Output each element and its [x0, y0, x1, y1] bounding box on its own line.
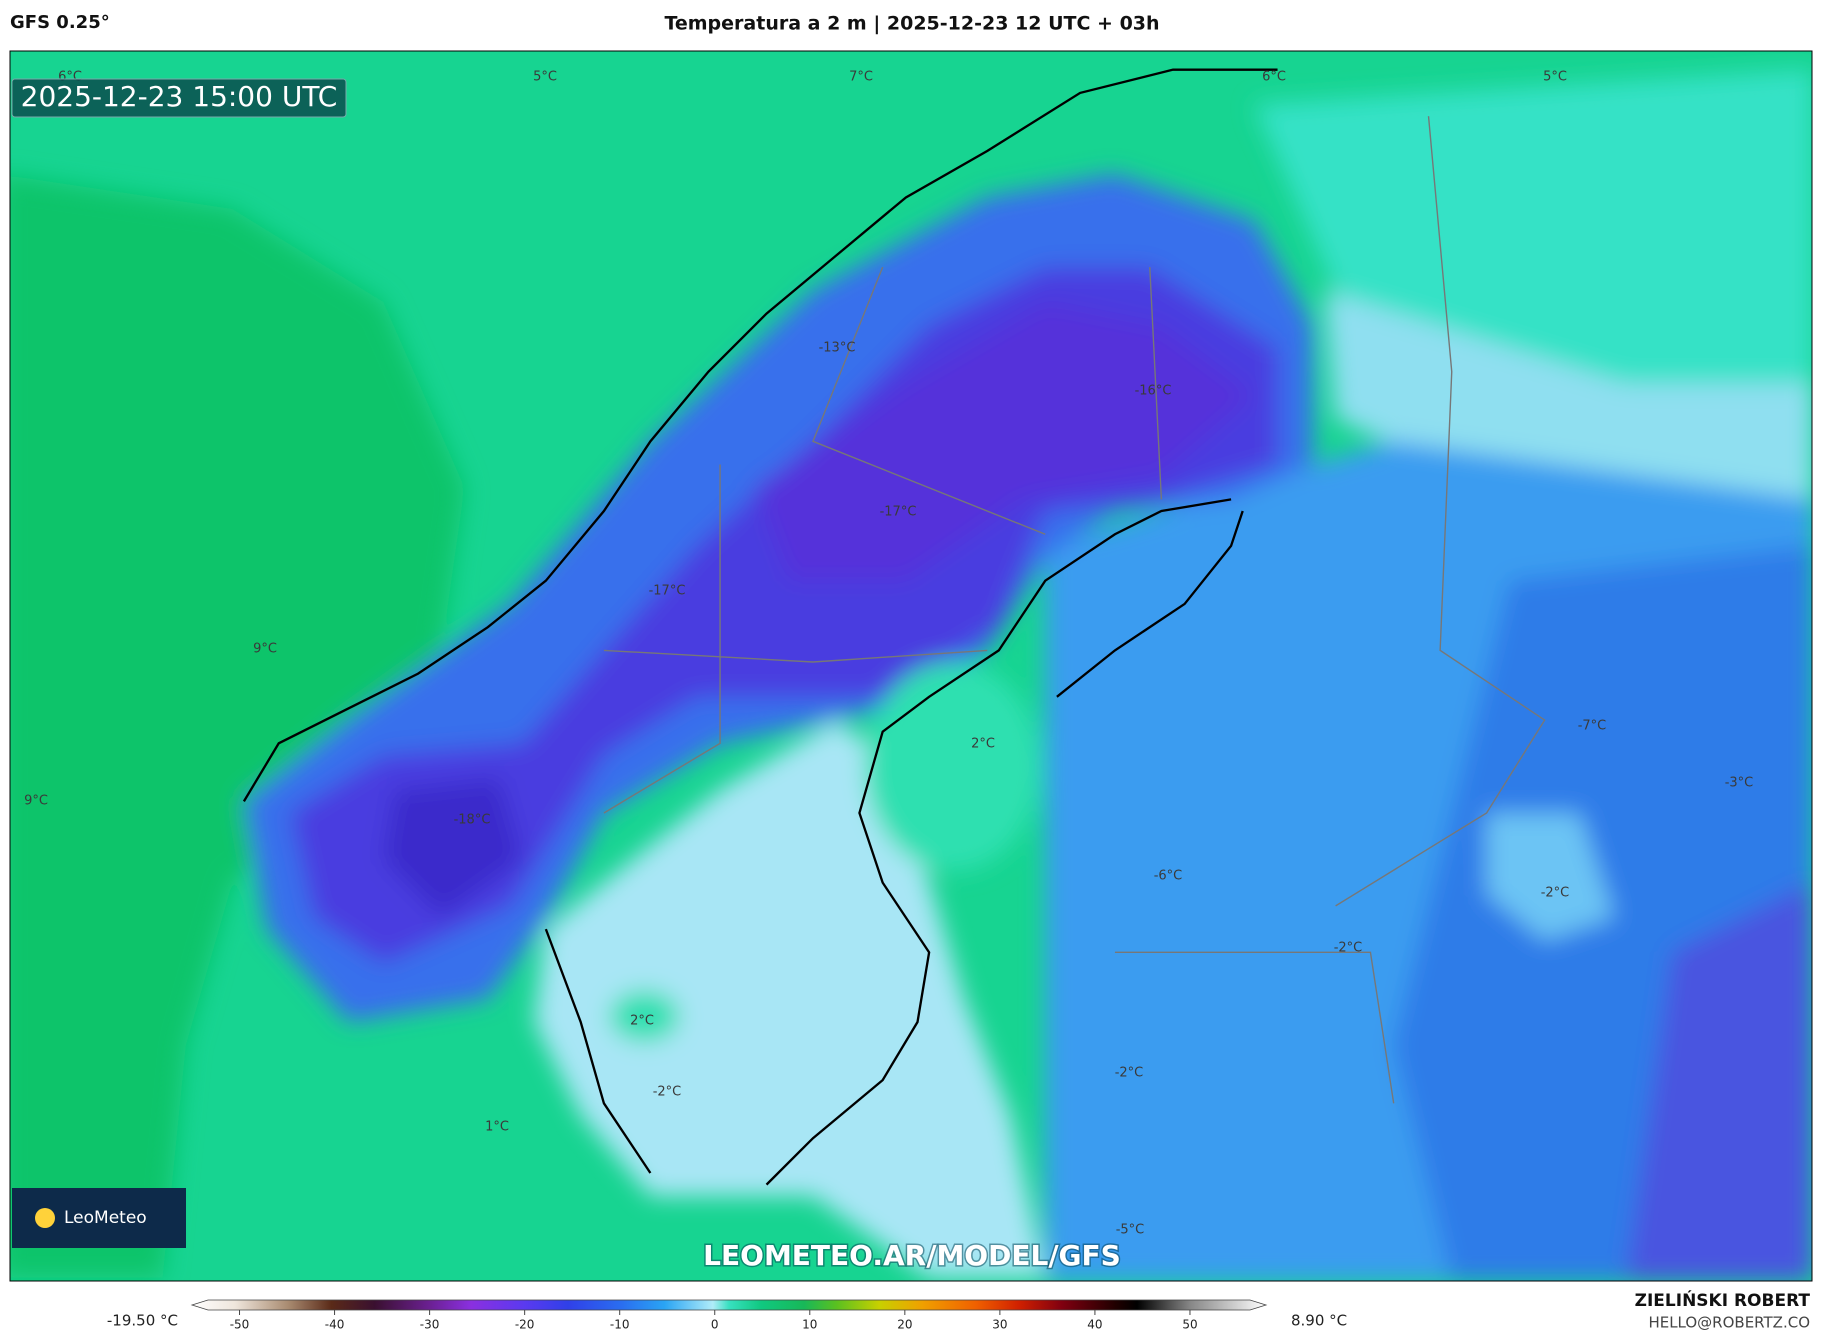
temperature-label: -3°C: [1725, 776, 1754, 791]
colorbar-tick-label: 50: [1182, 1318, 1197, 1332]
temperature-label: 2°C: [630, 1014, 654, 1029]
temperature-label: 2°C: [971, 737, 995, 752]
colorbar-tick-label: -20: [515, 1318, 535, 1332]
timestamp: 2025-12-23 15:00 UTC: [21, 80, 338, 113]
map: [10, 51, 1812, 1281]
logo-text: LeoMeteo: [64, 1208, 147, 1228]
colorbar-tick-label: -10: [610, 1318, 630, 1332]
colorbar-tick-label: -30: [420, 1318, 440, 1332]
temperature-label: -7°C: [1578, 719, 1607, 734]
temperature-label: 7°C: [849, 70, 873, 85]
temperature-label: -17°C: [880, 505, 917, 520]
author: ZIELIŃSKI ROBERT: [1635, 1289, 1811, 1311]
colorbar: -50 -40 -30 -20 -10 0 10 20 30 40 50: [190, 1299, 1268, 1332]
temperature-label: -18°C: [454, 813, 491, 828]
colorbar-tick-label: -40: [325, 1318, 345, 1332]
temperature-label: -16°C: [1135, 384, 1172, 399]
model-name: GFS 0.25°: [10, 12, 110, 33]
logo-sun: [35, 1208, 55, 1228]
temperature-label: -2°C: [653, 1085, 682, 1100]
temperature-label: -2°C: [1541, 886, 1570, 901]
colorbar-bar: [190, 1299, 1268, 1311]
watermark: LEOMETEO.AR/MODEL/GFS: [703, 1239, 1121, 1272]
temperature-labels: 6°C 5°C 7°C 6°C 5°C-13°C-16°C-17°C-17°C9°C2°…: [24, 70, 1753, 1238]
temperature-label: -13°C: [819, 341, 856, 356]
email: HELLO@ROBERTZ.CO: [1648, 1314, 1810, 1332]
colorbar-tick-label: 0: [711, 1318, 719, 1332]
temperature-label: 1°C: [485, 1120, 509, 1135]
map-title: Temperatura a 2 m | 2025-12-23 12 UTC + …: [664, 13, 1159, 35]
temperature-label: -2°C: [1334, 941, 1363, 956]
temperature-label: -6°C: [1154, 869, 1183, 884]
temperature-label: -17°C: [649, 584, 686, 599]
temperature-label: 9°C: [24, 794, 48, 809]
temperature-label: 5°C: [1543, 70, 1567, 85]
colorbar-tick-label: 30: [992, 1318, 1007, 1332]
colorbar-min: -19.50 °C: [107, 1312, 178, 1330]
colorbar-tick-label: 20: [897, 1318, 912, 1332]
temperature-label: -5°C: [1116, 1223, 1145, 1238]
colorbar-tick-label: -50: [230, 1318, 250, 1332]
colorbar-tick-label: 10: [802, 1318, 817, 1332]
temperature-label: 5°C: [533, 70, 557, 85]
timestamp-box: [11, 78, 347, 118]
temperature-label: 6°C: [1262, 70, 1286, 85]
temperature-label: 9°C: [253, 642, 277, 657]
colorbar-max: 8.90 °C: [1291, 1312, 1347, 1330]
colorbar-tick-label: 40: [1087, 1318, 1102, 1332]
temperature-label: -2°C: [1115, 1066, 1144, 1081]
